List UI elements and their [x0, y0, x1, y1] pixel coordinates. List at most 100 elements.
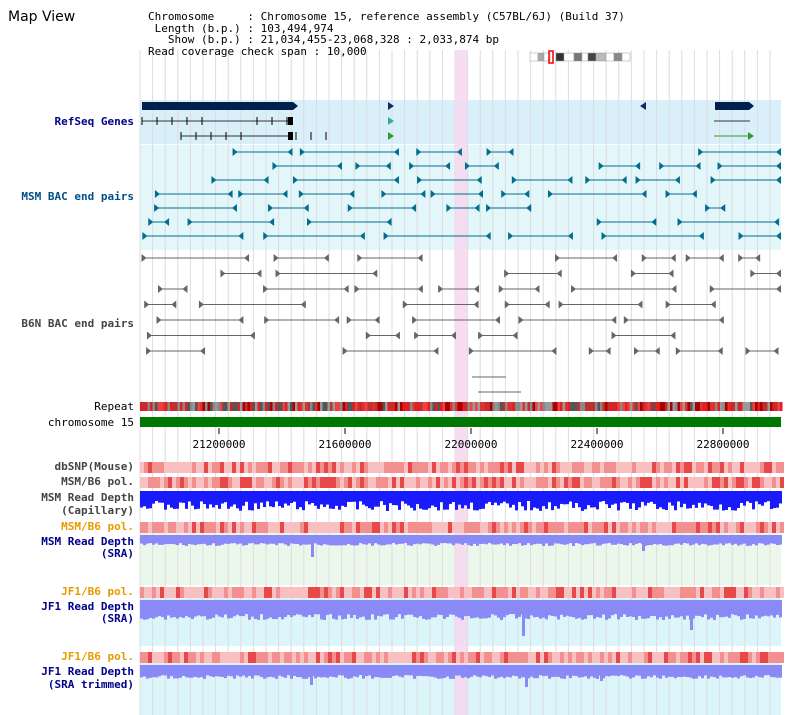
polymorphism-mark: [552, 522, 556, 533]
repeat-mark: [227, 402, 230, 411]
depth-bar: [392, 491, 395, 506]
polymorphism-mark: [748, 522, 752, 533]
polymorphism-mark: [240, 652, 244, 663]
depth-bar: [461, 535, 464, 545]
polymorphism-mark: [432, 477, 436, 488]
depth-bar: [305, 600, 308, 618]
depth-bar: [560, 535, 563, 545]
repeat-mark: [667, 402, 670, 411]
repeat-mark: [310, 402, 313, 411]
depth-bar: [215, 535, 218, 546]
chromosome-bar: [140, 417, 781, 427]
bac-end-arrow: [354, 285, 360, 293]
depth-bar: [257, 665, 260, 676]
depth-bar: [161, 491, 164, 503]
depth-bar: [323, 535, 326, 545]
track-label-b6n-bac[interactable]: B6N BAC end pairs: [21, 317, 134, 330]
polymorphism-mark: [444, 477, 448, 488]
gene-arrow: [388, 132, 394, 140]
polymorphism-mark: [240, 522, 244, 533]
depth-bar: [278, 535, 281, 544]
polymorphism-mark: [304, 587, 308, 598]
polymorphism-mark: [632, 522, 636, 533]
bac-end-arrow: [776, 269, 781, 278]
depth-bar: [389, 491, 392, 504]
polymorphism-mark: [772, 522, 776, 533]
polymorphism-mark: [620, 587, 624, 598]
bac-end-arrow: [307, 218, 313, 226]
repeat-mark: [467, 402, 470, 411]
depth-bar: [290, 491, 293, 504]
exon-mark: [288, 117, 293, 125]
depth-bar: [227, 665, 230, 676]
polymorphism-mark: [364, 652, 368, 663]
depth-bar: [563, 665, 566, 679]
depth-bar: [302, 600, 305, 617]
depth-bar: [347, 600, 350, 615]
depth-bar: [602, 665, 605, 679]
polymorphism-mark: [348, 522, 352, 533]
bac-end-arrow: [411, 204, 417, 212]
repeat-mark: [625, 402, 628, 411]
depth-bar: [344, 535, 347, 546]
depth-bar: [737, 491, 740, 508]
depth-bar: [419, 491, 422, 509]
bac-end-arrow: [674, 176, 680, 184]
depth-bar: [695, 665, 698, 679]
depth-bar: [449, 665, 452, 679]
bac-end-arrow: [263, 285, 269, 293]
depth-spike: [690, 600, 693, 630]
show-label: Show (b.p.): [167, 33, 241, 46]
depth-bar: [734, 600, 737, 616]
repeat-mark: [660, 402, 663, 411]
track-label-msm-bac[interactable]: MSM BAC end pairs: [21, 190, 134, 203]
polymorphism-mark: [280, 477, 284, 488]
polymorphism-mark: [208, 462, 212, 473]
polymorphism-mark: [572, 477, 576, 488]
depth-bar: [419, 600, 422, 617]
depth-bar: [653, 535, 656, 545]
bac-end-arrow: [670, 254, 676, 262]
depth-bar: [326, 535, 329, 545]
polymorphism-mark: [272, 652, 276, 663]
depth-bar: [458, 491, 461, 505]
depth-bar: [332, 600, 335, 619]
polymorphism-mark: [340, 477, 344, 488]
polymorphism-mark: [708, 652, 712, 663]
repeat-mark: [402, 402, 405, 411]
polymorphism-mark: [292, 522, 296, 533]
depth-bar: [368, 600, 371, 620]
bac-end-arrow: [303, 204, 309, 212]
polymorphism-mark: [756, 587, 760, 598]
depth-bar: [755, 491, 758, 502]
depth-bar: [143, 491, 146, 507]
polymorphism-mark: [296, 522, 300, 533]
polymorphism-mark: [568, 652, 572, 663]
polymorphism-mark: [188, 587, 192, 598]
depth-bar: [545, 600, 548, 620]
depth-bar: [710, 535, 713, 546]
polymorphism-mark: [372, 587, 376, 598]
depth-bar: [722, 491, 725, 511]
repeat-mark: [692, 402, 695, 411]
polymorphism-mark: [540, 652, 544, 663]
repeat-mark: [265, 402, 268, 411]
depth-bar: [233, 665, 236, 679]
depth-bar: [437, 665, 440, 679]
bac-end-arrow: [630, 269, 636, 278]
track-label-refseq[interactable]: RefSeq Genes: [54, 115, 134, 128]
polymorphism-mark: [596, 652, 600, 663]
depth-bar: [266, 491, 269, 502]
repeat-mark: [687, 402, 690, 411]
depth-bar: [350, 665, 353, 679]
polymorphism-mark: [180, 477, 184, 488]
depth-bar: [347, 535, 350, 544]
depth-bar: [260, 491, 263, 503]
polymorphism-mark: [544, 652, 548, 663]
polymorphism-mark: [768, 462, 772, 473]
polymorphism-mark: [244, 462, 248, 473]
polymorphism-mark: [192, 652, 196, 663]
polymorphism-mark: [656, 522, 660, 533]
repeat-mark: [250, 402, 253, 411]
polymorphism-mark: [200, 652, 204, 663]
